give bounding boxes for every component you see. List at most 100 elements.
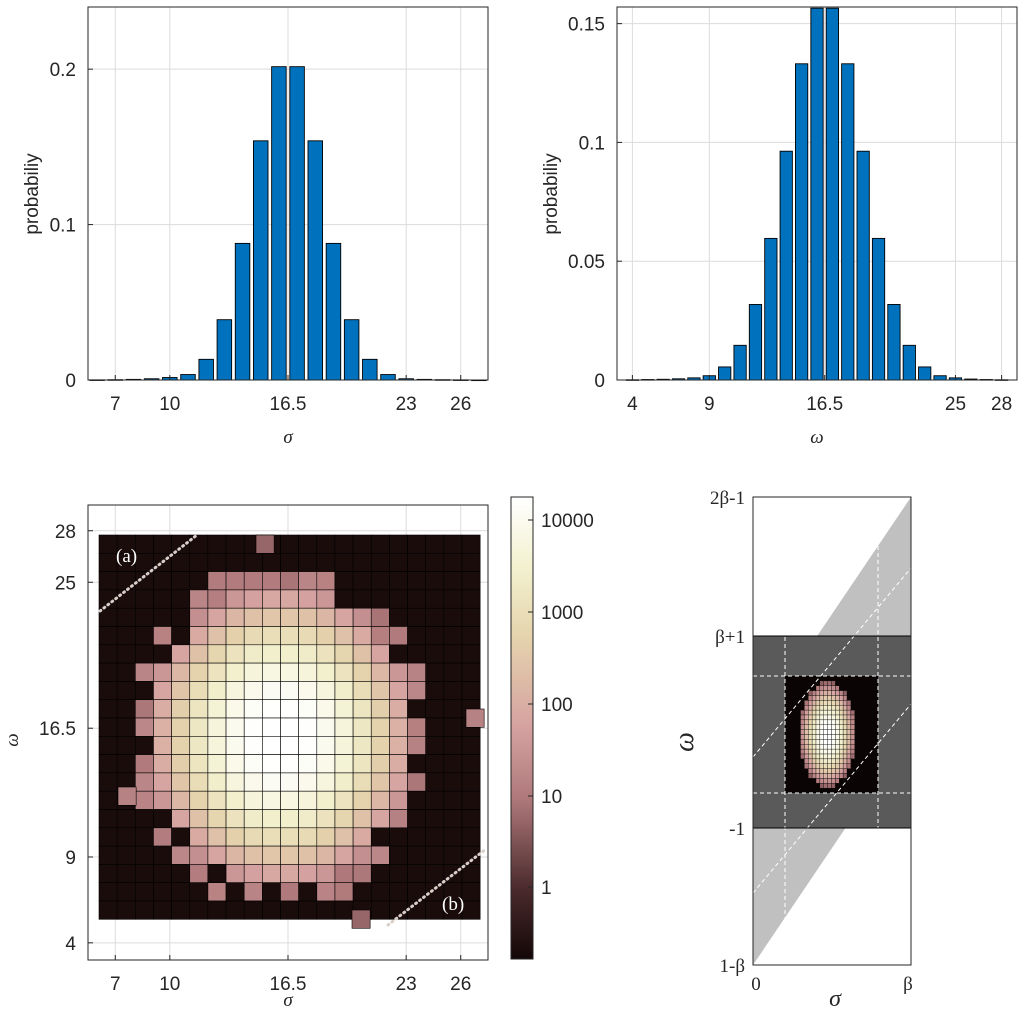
- heatmap-cell: [243, 699, 263, 719]
- bar: [748, 303, 763, 381]
- heatmap-cell: [352, 699, 372, 719]
- inner-heatmap-cell: [815, 768, 821, 774]
- heatmap-cell: [225, 827, 245, 847]
- heatmap-cell: [461, 735, 481, 755]
- y-axis-label: ω: [2, 733, 23, 746]
- inner-heatmap-cell: [839, 729, 844, 735]
- inner-heatmap-cell: [804, 753, 809, 760]
- heatmap-cell: [316, 900, 336, 920]
- inner-heatmap: [800, 680, 855, 789]
- heatmap-cell: [298, 717, 318, 737]
- inner-heatmap-cell: [835, 744, 840, 750]
- inner-heatmap-cell: [842, 705, 848, 711]
- inner-heatmap-cell: [815, 700, 821, 706]
- inner-heatmap-cell: [808, 768, 813, 774]
- heatmap-cell: [189, 589, 209, 609]
- inner-heatmap-cell: [815, 753, 821, 760]
- bar: [795, 63, 809, 381]
- heatmap-cell: [407, 552, 426, 572]
- heatmap-cell: [316, 534, 336, 554]
- inner-heatmap-cell: [815, 748, 821, 755]
- inner-heatmap-cell: [823, 773, 828, 779]
- heatmap-cell: [98, 735, 118, 755]
- heatmap-cell: [255, 534, 275, 554]
- boundary-line-a: [98, 533, 199, 613]
- heatmap-cell: [407, 662, 426, 682]
- heatmap-cell: [280, 900, 299, 920]
- heatmap-cell: [171, 827, 191, 847]
- inner-heatmap-cell: [808, 734, 813, 740]
- heatmap-cell: [461, 662, 481, 682]
- inner-heatmap-cell: [808, 700, 813, 706]
- heatmap-cell: [243, 717, 263, 737]
- heatmap-cell: [370, 552, 390, 572]
- heatmap-cell: [207, 644, 227, 664]
- heatmap-cell: [189, 717, 209, 737]
- inner-heatmap-cell: [819, 690, 824, 696]
- inner-heatmap-cell: [842, 739, 848, 745]
- heatmap-cell: [280, 735, 299, 755]
- inner-heatmap-cell: [827, 709, 832, 716]
- heatmap-cell: [262, 845, 281, 865]
- inner-heatmap-cell: [839, 758, 844, 764]
- inner-heatmap-cell: [831, 724, 836, 730]
- colorbar-gradient: [510, 496, 534, 960]
- heatmap-cell: [370, 827, 390, 847]
- heatmap-cell: [262, 900, 281, 920]
- heatmap-cell: [171, 845, 191, 865]
- heatmap-cell: [352, 626, 372, 646]
- heatmap-cell: [207, 735, 227, 755]
- inner-heatmap-cell: [823, 724, 828, 730]
- heatmap-cell: [243, 809, 263, 829]
- heatmap-cell: [370, 864, 390, 884]
- heatmap-cell: [171, 900, 191, 920]
- heatmap-cell: [171, 882, 191, 902]
- heatmap-cell: [280, 754, 299, 774]
- heatmap-cell: [389, 790, 408, 810]
- heatmap-cell: [407, 754, 426, 774]
- heatmap-cell: [116, 809, 136, 829]
- heatmap-cell: [407, 626, 426, 646]
- inner-heatmap-cell: [827, 748, 832, 755]
- heatmap-cell: [153, 790, 172, 810]
- heatmap-cell: [207, 589, 227, 609]
- inner-heatmap-cell: [800, 753, 805, 760]
- heatmap-cell: [153, 626, 172, 646]
- heatmap-cell: [425, 864, 445, 884]
- heatmap-cell: [280, 809, 299, 829]
- heatmap-cell: [389, 864, 408, 884]
- heatmap-cell: [352, 845, 372, 865]
- inner-heatmap-cell: [819, 739, 824, 745]
- inner-heatmap-cell: [811, 729, 817, 735]
- bar: [810, 7, 824, 381]
- heatmap-cell: [171, 735, 191, 755]
- heatmap-cell: [243, 790, 263, 810]
- inner-heatmap-cell: [827, 729, 832, 735]
- heatmap-cell: [334, 607, 354, 627]
- heatmap-cell: [171, 607, 191, 627]
- inner-heatmap-cell: [819, 695, 824, 701]
- heatmap-cell: [407, 681, 426, 701]
- inner-heatmap-cell: [819, 768, 824, 774]
- heatmap-cell: [389, 534, 408, 554]
- heatmap-cell: [443, 681, 463, 701]
- heatmap-cell: [465, 708, 485, 728]
- heatmap-cell: [135, 864, 154, 884]
- omega-histogram-panel: 4 9 16.5 25 28 0 0.05 0.1 0.15 ω probabiliy: [541, 6, 1018, 448]
- bar: [325, 242, 342, 381]
- inner-heatmap-cell: [846, 714, 852, 721]
- heatmap-cell: [98, 790, 118, 810]
- heatmap-cell: [389, 662, 408, 682]
- inner-heatmap-cell: [815, 724, 821, 730]
- inner-heatmap-cell: [835, 729, 840, 735]
- heatmap-cell: [98, 644, 118, 664]
- inner-heatmap-cell: [819, 709, 824, 716]
- heatmap-cell: [370, 534, 390, 554]
- x-tick-label: 23: [396, 974, 417, 995]
- inner-heatmap-cell: [815, 744, 821, 750]
- heatmap-cell: [316, 864, 336, 884]
- inner-heatmap-cell: [827, 783, 832, 789]
- y-tick-label: 2β-1: [710, 488, 745, 509]
- heatmap-cell: [334, 662, 354, 682]
- inner-heatmap-cell: [823, 734, 828, 740]
